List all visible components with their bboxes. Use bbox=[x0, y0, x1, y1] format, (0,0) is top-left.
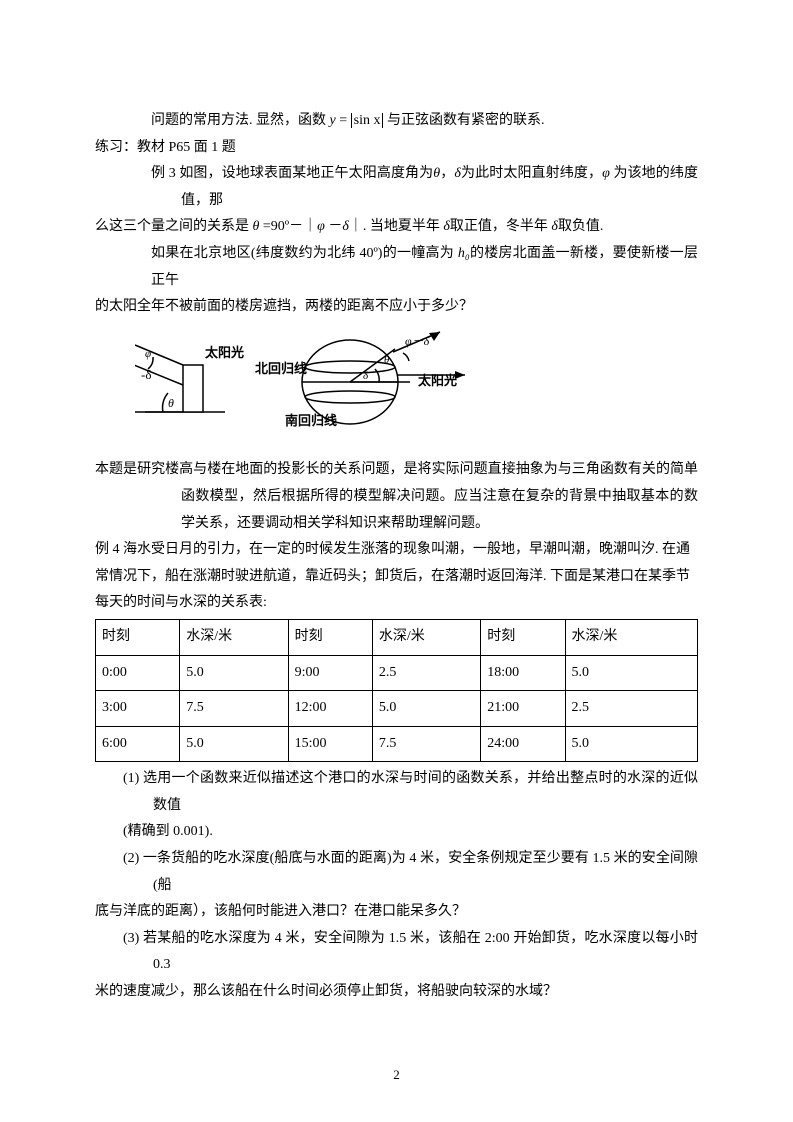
question-2b: 底与洋底的距离），该船何时能进入港口？在港口能呆多久？ bbox=[95, 899, 698, 926]
label-phi-minus-delta: φ－δ bbox=[405, 334, 430, 348]
question-line: 的太阳全年不被前面的楼房遮挡，两楼的距离不应小于多少？ bbox=[95, 294, 698, 321]
label-phi: φ bbox=[145, 348, 151, 360]
label-sun-1: 太阳光 bbox=[204, 345, 244, 360]
col-header: 水深/米 bbox=[180, 619, 288, 655]
col-header: 时刻 bbox=[481, 619, 565, 655]
table-row: 3:007.512:005.021:002.5 bbox=[96, 691, 698, 727]
col-header: 时刻 bbox=[288, 619, 372, 655]
diagram-container: φ -δ θ 太阳光 φ－δ θ δ 北回归线 南回归线 太阳光 bbox=[95, 327, 698, 448]
question-3b: 米的速度减少，那么该船在什么时间必须停止卸货，将船驶向较深的水域？ bbox=[95, 979, 698, 1006]
question-1b: (精确到 0.001). bbox=[95, 819, 698, 846]
tide-table: 时刻 水深/米 时刻 水深/米 时刻 水深/米 0:005.09:002.518… bbox=[95, 619, 698, 762]
col-header: 水深/米 bbox=[372, 619, 480, 655]
table-caption: 每天的时间与水深的关系表: bbox=[95, 590, 698, 617]
label-theta-2: θ bbox=[384, 354, 390, 366]
text: 问题的常用方法. 显然，函数 bbox=[151, 113, 326, 128]
label-delta-2: δ bbox=[363, 370, 369, 382]
abs-bars: sin x bbox=[351, 113, 384, 128]
label-tropic-n: 北回归线 bbox=[255, 361, 307, 376]
table-header-row: 时刻 水深/米 时刻 水深/米 时刻 水深/米 bbox=[96, 619, 698, 655]
arrow-head bbox=[455, 371, 465, 379]
page-number: 2 bbox=[0, 1063, 793, 1088]
text: 与正弦函数有紧密的联系. bbox=[387, 113, 545, 128]
relation-line: 么这三个量之间的关系是 θ =90º－｜φ －δ｜. 当地夏半年 δ取正值，冬半… bbox=[95, 214, 698, 241]
question-2: (2) 一条货船的吃水深度(船底与水面的距离)为 4 米，安全条例规定至少要有 … bbox=[95, 846, 698, 899]
explanation-para: 本题是研究楼高与楼在地面的投影长的关系问题，是将实际问题直接抽象为与三角函数有关… bbox=[95, 457, 698, 537]
label-delta-left: -δ bbox=[141, 367, 151, 382]
formula-y-sinx: y = sin x bbox=[330, 113, 387, 128]
page-root: 问题的常用方法. 显然，函数 y = sin x 与正弦函数有紧密的联系. 练习… bbox=[0, 0, 793, 1122]
col-header: 时刻 bbox=[96, 619, 180, 655]
label-sun-2: 太阳光 bbox=[417, 373, 457, 388]
col-header: 水深/米 bbox=[565, 619, 697, 655]
paragraph-1: 问题的常用方法. 显然，函数 y = sin x 与正弦函数有紧密的联系. bbox=[95, 108, 698, 135]
example-4: 例 4 海水受日月的引力，在一定的时候发生涨落的现象叫潮，一般地，早潮叫潮，晚潮… bbox=[95, 537, 698, 564]
practice-line: 练习：教材 P65 面 1 题 bbox=[95, 135, 698, 162]
question-3: (3) 若某船的吃水深度为 4 米，安全间隙为 1.5 米，该船在 2:00 开… bbox=[95, 926, 698, 979]
beijing-line: 如果在北京地区(纬度数约为北纬 40º)的一幢高为 h₀的楼房北面盖一新楼，要使… bbox=[95, 241, 698, 294]
table-body: 0:005.09:002.518:005.0 3:007.512:005.021… bbox=[96, 655, 698, 762]
table-row: 6:005.015:007.524:005.0 bbox=[96, 726, 698, 762]
label-tropic-s: 南回归线 bbox=[285, 413, 337, 428]
label-theta: θ bbox=[168, 396, 174, 410]
example-3: 例 3 如图，设地球表面某地正午太阳高度角为θ，δ为此时太阳直射纬度，φ 为该地… bbox=[95, 161, 698, 214]
question-1: (1) 选用一个函数来近似描述这个港口的水深与时间的函数关系，并给出整点时的水深… bbox=[95, 766, 698, 819]
table-row: 0:005.09:002.518:005.0 bbox=[96, 655, 698, 691]
example-4b: 常情况下，船在涨潮时驶进航道，靠近码头；卸货后，在落潮时返回海洋. 下面是某港口… bbox=[95, 564, 698, 591]
earth-sun-diagram: φ -δ θ 太阳光 φ－δ θ δ 北回归线 南回归线 太阳光 bbox=[135, 327, 495, 437]
